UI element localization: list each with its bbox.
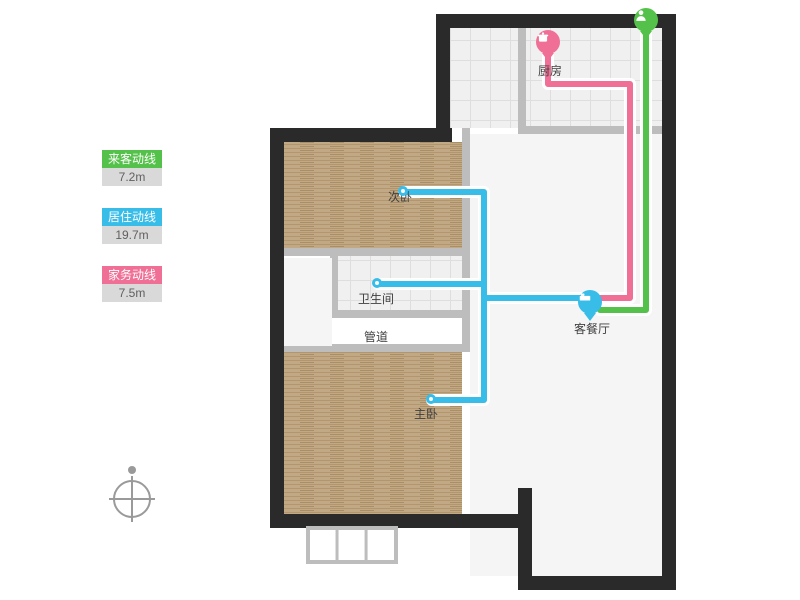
living-dot-bed2 [398, 186, 408, 196]
living-pin-icon [578, 290, 602, 314]
guest-pin-icon [634, 8, 658, 32]
legend-item-guest: 来客动线 7.2m [102, 150, 162, 186]
legend-label-guest: 来客动线 [102, 150, 162, 168]
floor-plan: 厨房 次卧 卫生间 管道 客餐厅 主卧 [270, 0, 690, 600]
legend-item-chore: 家务动线 7.5m [102, 266, 162, 302]
legend-value-guest: 7.2m [102, 168, 162, 186]
room-label-bed1: 主卧 [414, 405, 438, 422]
legend-label-living: 居住动线 [102, 208, 162, 226]
room-label-bathroom: 卫生间 [358, 290, 394, 307]
plan-svg [270, 0, 690, 600]
chore-pin-icon [536, 30, 560, 54]
living-dot-bath [372, 278, 382, 288]
living-dot-bed1 [426, 394, 436, 404]
legend-value-living: 19.7m [102, 226, 162, 244]
legend-item-living: 居住动线 19.7m [102, 208, 162, 244]
room-label-kitchen: 厨房 [538, 62, 562, 79]
room-label-duct: 管道 [364, 328, 388, 345]
legend: 来客动线 7.2m 居住动线 19.7m 家务动线 7.5m [102, 150, 162, 324]
compass-icon [113, 480, 151, 518]
legend-label-chore: 家务动线 [102, 266, 162, 284]
legend-value-chore: 7.5m [102, 284, 162, 302]
room-label-living: 客餐厅 [574, 320, 610, 337]
